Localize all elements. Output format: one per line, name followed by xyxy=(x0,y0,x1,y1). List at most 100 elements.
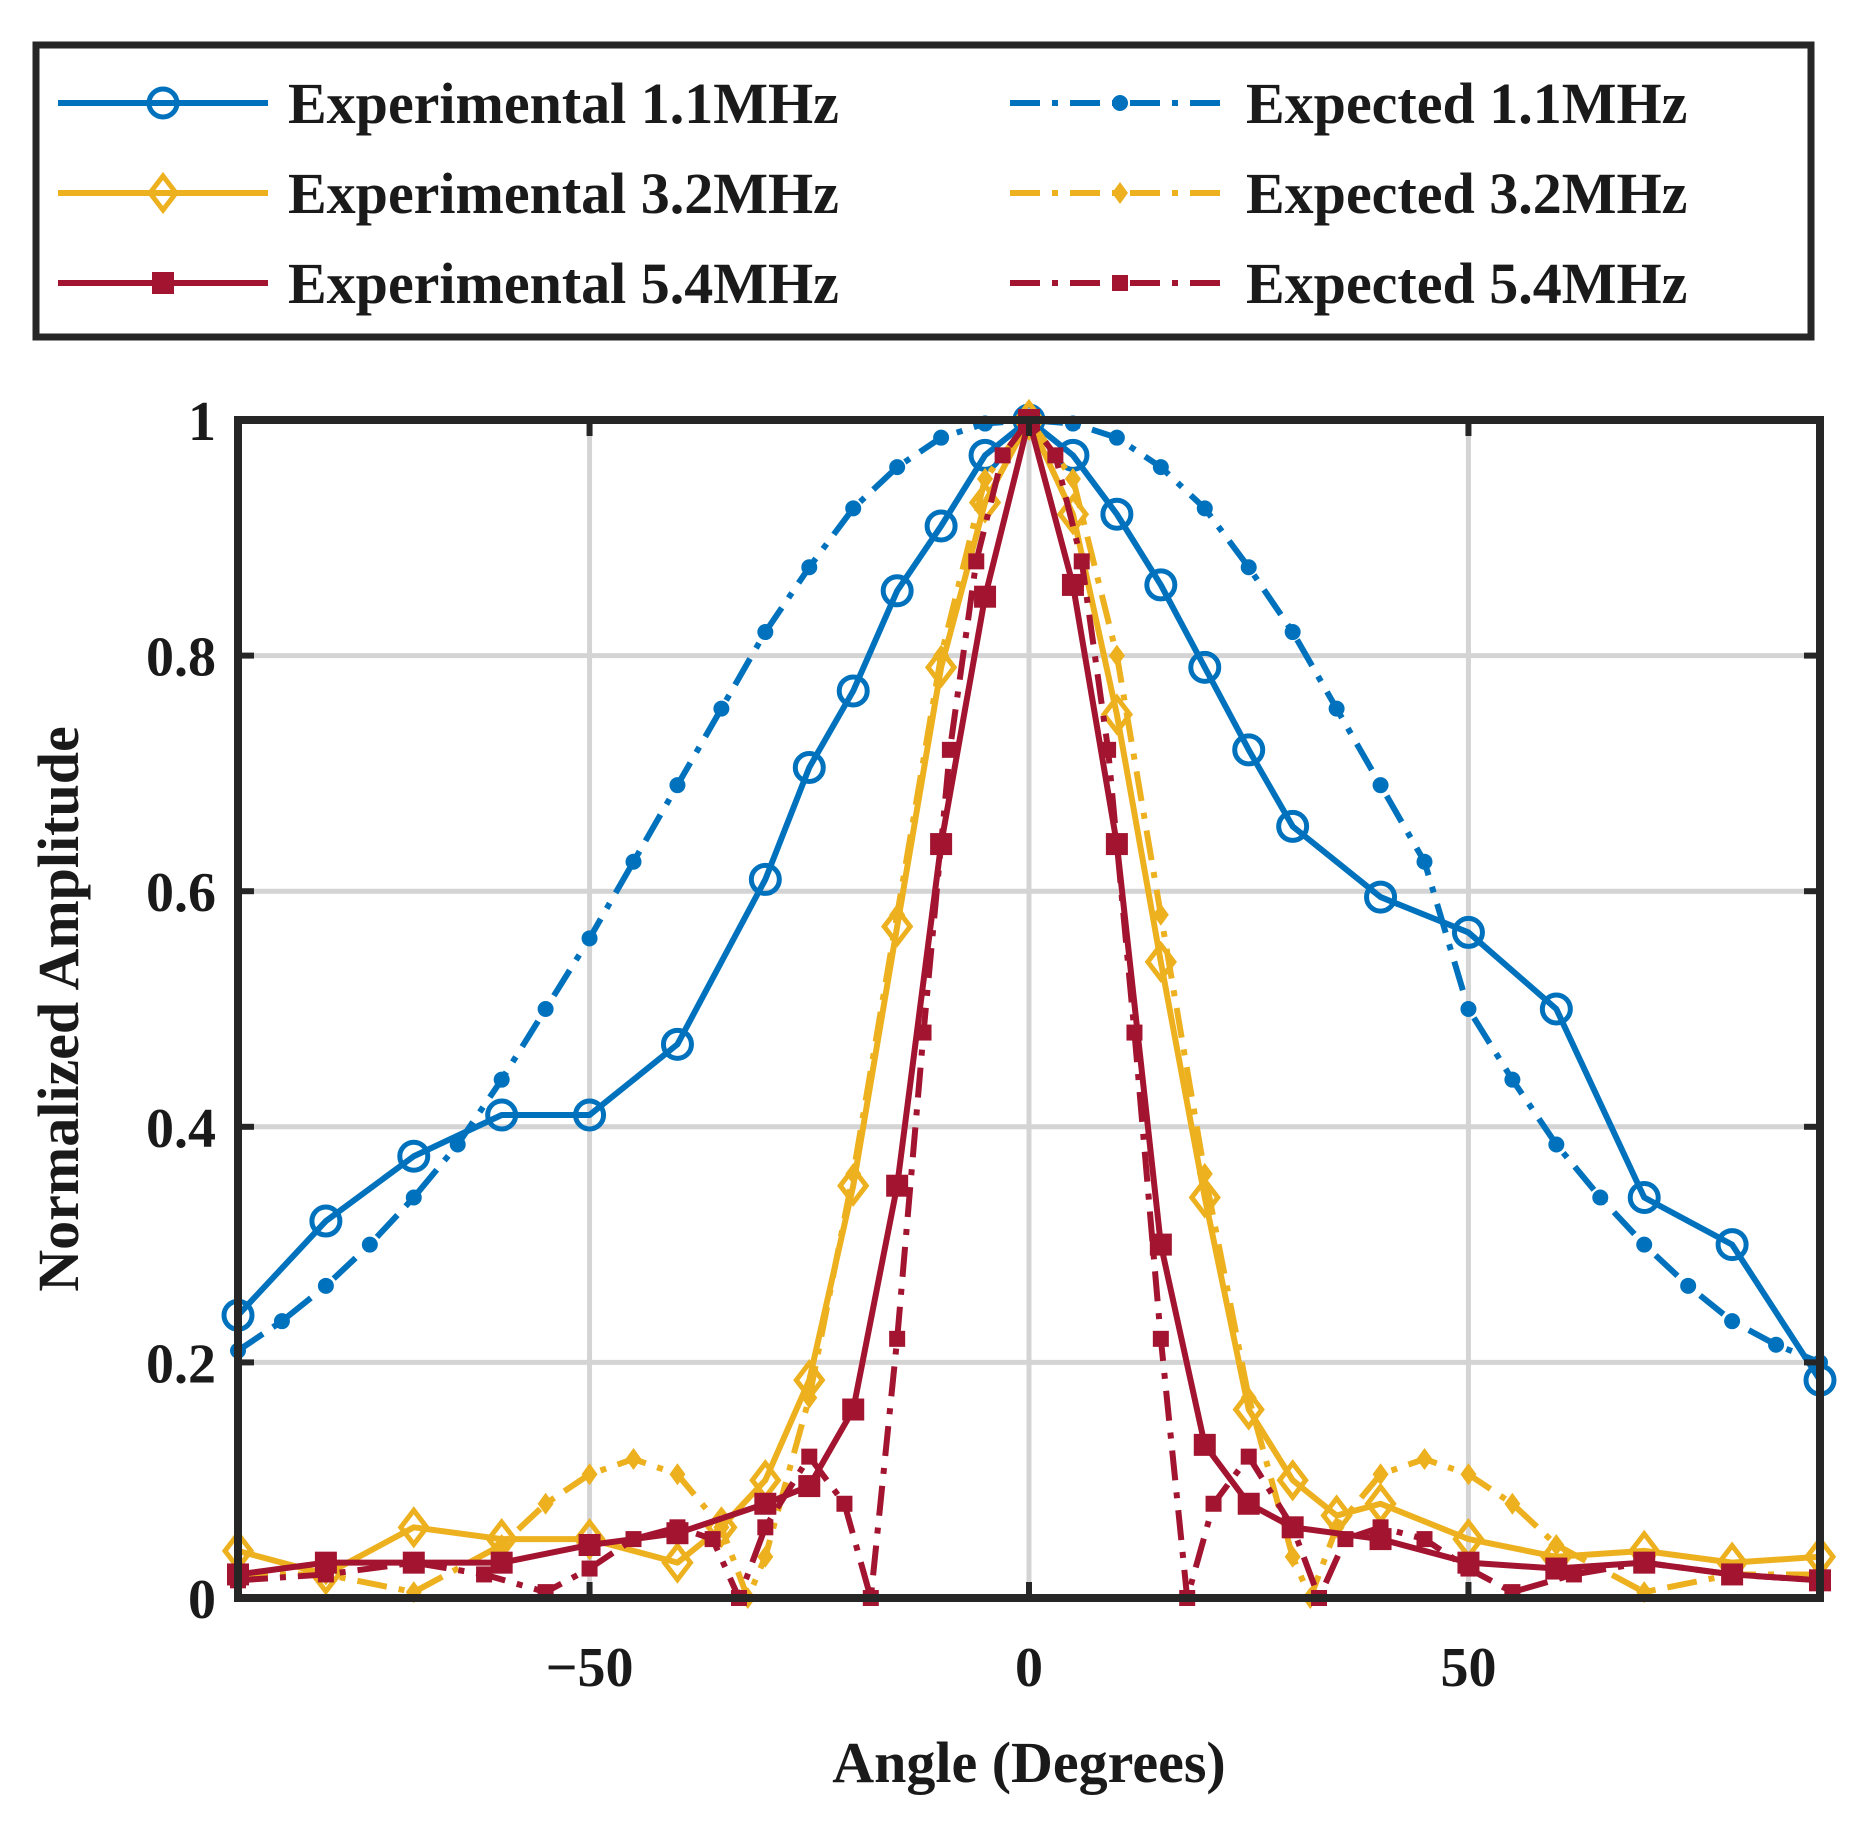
legend-marker xyxy=(146,171,180,215)
data-point xyxy=(573,1517,606,1561)
data-point xyxy=(669,777,686,794)
data-point xyxy=(1284,1545,1301,1568)
data-point xyxy=(581,1560,598,1577)
data-point xyxy=(1460,1001,1477,1017)
data-point xyxy=(1144,568,1178,602)
data-point xyxy=(1504,1071,1521,1088)
y-axis-title: Normalized Amplitude xyxy=(26,726,91,1291)
data-point xyxy=(317,1277,334,1294)
x-axis-title: Angle (Degrees) xyxy=(832,1730,1226,1795)
data-point xyxy=(1284,1519,1301,1536)
data-point xyxy=(1188,650,1222,684)
data-point xyxy=(1565,1566,1582,1583)
data-point xyxy=(273,1313,290,1330)
data-point xyxy=(1196,500,1213,517)
data-point xyxy=(493,1071,510,1088)
legend-item: Experimental 1.1MHz xyxy=(58,71,839,136)
data-point xyxy=(661,1541,694,1584)
data-point xyxy=(757,1519,774,1536)
data-point xyxy=(490,1551,513,1574)
data-point xyxy=(757,624,774,641)
legend-marker xyxy=(152,272,174,294)
legend-label: Experimental 5.4MHz xyxy=(288,251,839,316)
data-point xyxy=(1724,1313,1741,1330)
data-point xyxy=(845,1162,862,1185)
data-point xyxy=(1105,833,1128,856)
data-point xyxy=(933,644,950,667)
data-point xyxy=(1460,1560,1477,1577)
data-point xyxy=(842,1398,865,1421)
data-point xyxy=(1364,880,1398,914)
data-point xyxy=(754,1492,777,1515)
data-point xyxy=(801,559,818,576)
data-point xyxy=(1196,1162,1213,1185)
data-point xyxy=(361,1236,378,1253)
data-point xyxy=(924,646,958,689)
data-point xyxy=(537,1001,554,1017)
legend-label: Experimental 3.2MHz xyxy=(288,161,839,226)
data-point xyxy=(1126,1024,1143,1041)
data-point xyxy=(581,1463,598,1486)
data-point xyxy=(1416,1447,1433,1470)
data-point xyxy=(669,1463,686,1486)
data-point xyxy=(1100,693,1134,736)
data-point xyxy=(1276,1459,1309,1502)
data-point xyxy=(625,1447,642,1470)
data-point xyxy=(578,1533,601,1556)
data-point xyxy=(845,500,862,517)
x-tick-label: 50 xyxy=(1440,1637,1496,1699)
data-point xyxy=(476,1566,493,1583)
legend-marker xyxy=(146,86,180,120)
data-point xyxy=(713,700,730,717)
data-point xyxy=(836,1495,853,1512)
y-tick-label: 0.2 xyxy=(146,1333,216,1395)
data-point xyxy=(493,1533,510,1556)
data-point xyxy=(889,459,906,476)
y-tick-label: 0.6 xyxy=(146,862,216,924)
data-point xyxy=(537,1492,554,1515)
data-point xyxy=(1064,467,1081,490)
data-point xyxy=(1592,1189,1609,1206)
data-point xyxy=(1680,1277,1697,1294)
legend-item: Expected 3.2MHz xyxy=(1010,161,1687,226)
data-point xyxy=(1108,429,1125,446)
x-tick-label: 0 xyxy=(1015,1637,1043,1699)
data-point xyxy=(1240,1386,1257,1409)
data-point xyxy=(837,1164,870,1207)
data-point xyxy=(317,1566,334,1583)
data-point xyxy=(1416,853,1433,870)
series-line xyxy=(237,417,1821,1601)
data-point xyxy=(1240,559,1257,576)
data-point xyxy=(1237,1492,1260,1515)
data-point xyxy=(924,509,958,543)
data-point xyxy=(798,1475,821,1498)
data-point xyxy=(757,1545,774,1568)
y-tick-label: 0.8 xyxy=(146,627,216,689)
plot-area: −50 0 50 0 0.2 0.4 0.6 0.8 1 xyxy=(146,391,1837,1699)
data-point xyxy=(1504,1492,1521,1515)
data-point xyxy=(1337,1531,1354,1548)
data-point xyxy=(1193,1433,1216,1456)
data-point xyxy=(1047,447,1064,464)
data-point xyxy=(836,674,870,708)
legend: Experimental 1.1MHz Experimental 3.2MHz Ex… xyxy=(32,41,1815,341)
data-point xyxy=(1152,459,1169,476)
legend-item: Expected 5.4MHz xyxy=(1010,251,1687,316)
data-point xyxy=(1232,733,1266,767)
data-point xyxy=(1152,903,1169,926)
data-point xyxy=(1061,573,1084,596)
data-point xyxy=(886,1174,909,1197)
data-point xyxy=(397,1506,430,1549)
data-point xyxy=(1205,1495,1222,1512)
data-point xyxy=(792,751,826,785)
data-point xyxy=(397,1139,431,1173)
data-point xyxy=(994,447,1011,464)
data-point xyxy=(889,903,906,926)
data-point xyxy=(309,1204,343,1238)
data-point xyxy=(1188,1176,1221,1219)
y-tick-label: 1 xyxy=(188,391,216,453)
data-point xyxy=(1149,1233,1172,1256)
data-point xyxy=(1056,493,1090,536)
y-tick-label: 0 xyxy=(188,1569,216,1631)
